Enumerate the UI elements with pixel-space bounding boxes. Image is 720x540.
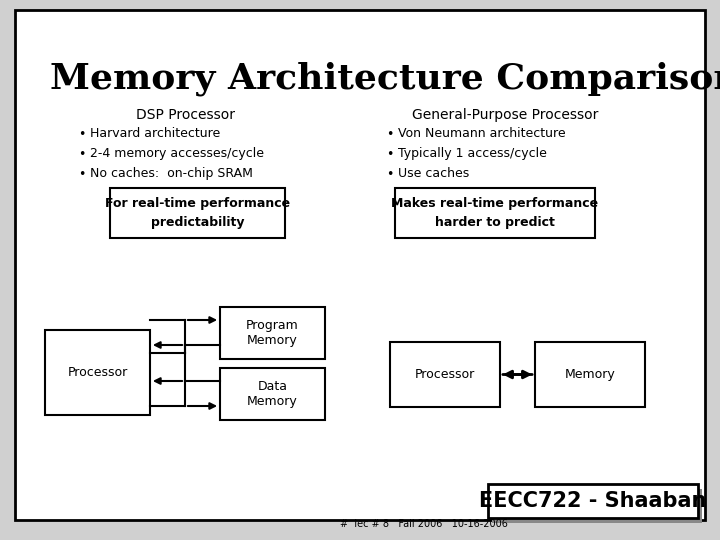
Text: •: •: [78, 128, 86, 141]
Text: DSP Processor: DSP Processor: [135, 108, 235, 122]
Text: No caches:  on-chip SRAM: No caches: on-chip SRAM: [90, 167, 253, 180]
Bar: [45, 330, 150, 415]
Text: •: •: [387, 148, 394, 161]
Bar: [488, 484, 698, 518]
Text: For real-time performance
predictability: For real-time performance predictability: [105, 197, 290, 229]
Text: •: •: [387, 128, 394, 141]
Bar: [535, 342, 645, 407]
Text: Processor: Processor: [68, 366, 127, 379]
Bar: [390, 342, 500, 407]
Text: Program
Memory: Program Memory: [246, 319, 299, 347]
Text: EECC722 - Shaaban: EECC722 - Shaaban: [480, 491, 707, 511]
Text: General-Purpose Processor: General-Purpose Processor: [412, 108, 598, 122]
Text: •: •: [78, 168, 86, 181]
Text: 2-4 memory accesses/cycle: 2-4 memory accesses/cycle: [90, 147, 264, 160]
Text: Von Neumann architecture: Von Neumann architecture: [398, 127, 566, 140]
Text: •: •: [78, 148, 86, 161]
Text: Memory: Memory: [564, 368, 616, 381]
Text: Processor: Processor: [415, 368, 475, 381]
Text: •: •: [387, 168, 394, 181]
Bar: [220, 307, 325, 359]
Text: #  lec # 8   Fall 2006   10-16-2006: # lec # 8 Fall 2006 10-16-2006: [340, 519, 508, 529]
Text: Makes real-time performance
harder to predict: Makes real-time performance harder to pr…: [392, 197, 598, 229]
Bar: [220, 368, 325, 420]
Bar: [110, 188, 285, 238]
Text: Typically 1 access/cycle: Typically 1 access/cycle: [398, 147, 547, 160]
Text: Data
Memory: Data Memory: [247, 380, 298, 408]
Text: Memory Architecture Comparison: Memory Architecture Comparison: [50, 62, 720, 97]
Text: Use caches: Use caches: [398, 167, 469, 180]
Bar: [395, 188, 595, 238]
Bar: [492, 489, 702, 523]
Text: Harvard architecture: Harvard architecture: [90, 127, 220, 140]
